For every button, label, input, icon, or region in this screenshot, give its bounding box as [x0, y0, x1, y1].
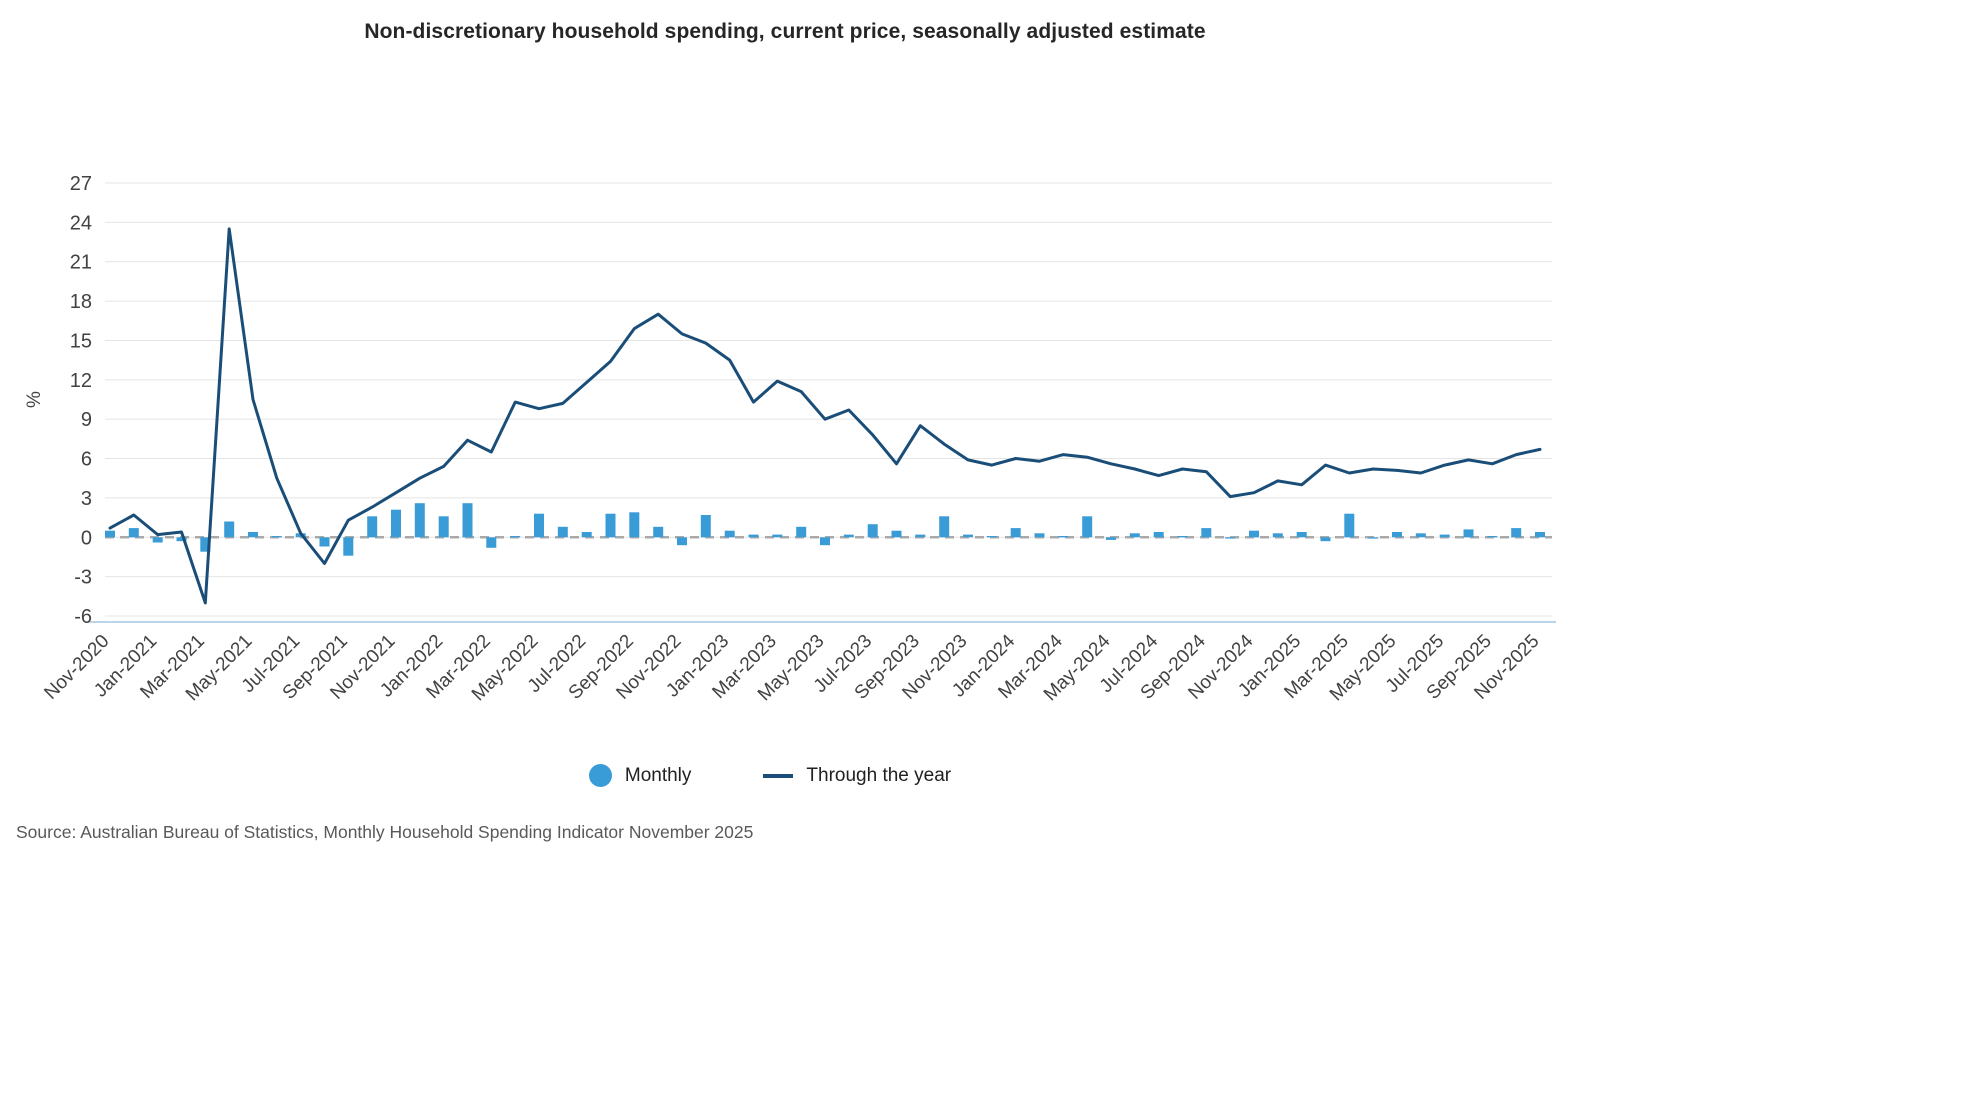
bar: [176, 537, 187, 542]
bar: [1010, 528, 1021, 538]
bar: [510, 536, 521, 538]
bar: [105, 530, 115, 538]
gridlines: [105, 182, 1552, 617]
chart-title: Non-discretionary household spending, cu…: [364, 20, 1206, 43]
monthly-bars: [105, 503, 1545, 556]
y-tick-label: 27: [70, 173, 92, 195]
y-tick-label: 18: [70, 291, 92, 313]
bar: [271, 536, 282, 538]
legend-label-through-year: Through the year: [806, 764, 952, 786]
bar: [1034, 533, 1045, 538]
bar: [1272, 533, 1283, 538]
bar: [820, 537, 830, 546]
bar: [486, 537, 497, 548]
bar: [1320, 537, 1331, 542]
bar: [772, 534, 783, 538]
bar: [724, 530, 735, 538]
bar: [1082, 516, 1093, 538]
bar: [248, 532, 258, 538]
bar: [700, 515, 711, 538]
bar: [343, 537, 354, 556]
bar: [986, 536, 997, 538]
bar: [224, 521, 235, 538]
bar: [748, 534, 759, 538]
y-tick-label: 24: [70, 212, 92, 234]
y-tick-label: -6: [74, 606, 92, 628]
y-tick-labels: -6 -3 0 3 6 9 12 15 18 21 24 27: [70, 173, 92, 628]
bar: [414, 503, 425, 538]
bar: [1511, 528, 1522, 538]
bar: [915, 534, 926, 538]
y-tick-label: -3: [74, 567, 92, 589]
bar: [367, 516, 378, 538]
bar: [605, 513, 616, 538]
bar: [1368, 537, 1379, 539]
x-tick-labels: Nov-2020Jan-2021Mar-2021May-2021Jul-2021…: [40, 630, 1543, 705]
bar: [1487, 536, 1498, 538]
bar: [462, 503, 473, 538]
bar: [534, 513, 544, 538]
legend-label-monthly: Monthly: [624, 764, 692, 786]
y-tick-label: 12: [70, 370, 92, 392]
bar: [629, 512, 640, 538]
bar: [1249, 530, 1259, 538]
bar: [1344, 513, 1355, 538]
bar: [1225, 537, 1236, 539]
source-note: Source: Australian Bureau of Statistics,…: [16, 822, 754, 842]
bar: [796, 526, 807, 538]
bar: [939, 516, 950, 538]
bar: [438, 516, 449, 538]
bar: [391, 509, 401, 538]
bar: [1106, 537, 1116, 540]
legend: Monthly Through the year: [0, 764, 1540, 787]
bar: [1439, 534, 1450, 538]
through-year-line: [108, 227, 1542, 605]
bar: [1415, 533, 1426, 538]
bar: [1463, 529, 1474, 538]
y-tick-label: 0: [81, 527, 92, 549]
bar: [653, 526, 664, 538]
bar: [1177, 536, 1188, 538]
bar: [843, 534, 854, 538]
bar: [677, 537, 687, 546]
bar: [200, 537, 211, 552]
chart-svg: -6 -3 0 3 6 9 12 15 18 21 24 27% Nov-2020Jan-2021Mar…: [24, 173, 1556, 705]
legend-item-through-year[interactable]: Through the year: [763, 765, 951, 787]
bar: [581, 532, 592, 538]
bar: [891, 530, 902, 538]
through-year-line-icon: [763, 773, 794, 778]
y-tick-label: 6: [81, 449, 92, 471]
bar: [128, 528, 139, 538]
bar: [557, 526, 568, 538]
y-axis-title: %: [24, 391, 45, 408]
bar: [1129, 533, 1140, 538]
monthly-marker-icon: [588, 764, 612, 787]
bar: [1296, 532, 1307, 538]
bar: [1535, 532, 1545, 538]
y-tick-label: 3: [81, 488, 92, 510]
bar: [152, 537, 163, 543]
bar: [963, 534, 973, 538]
y-tick-label: 15: [70, 330, 92, 352]
bar: [1058, 536, 1069, 538]
y-tick-label: 21: [70, 252, 92, 274]
bar: [1201, 528, 1212, 538]
bar: [1153, 532, 1164, 538]
bar: [1392, 532, 1402, 538]
bar: [319, 537, 330, 547]
y-tick-label: 9: [81, 409, 92, 431]
legend-item-monthly[interactable]: Monthly: [588, 764, 692, 787]
bar: [867, 524, 878, 538]
